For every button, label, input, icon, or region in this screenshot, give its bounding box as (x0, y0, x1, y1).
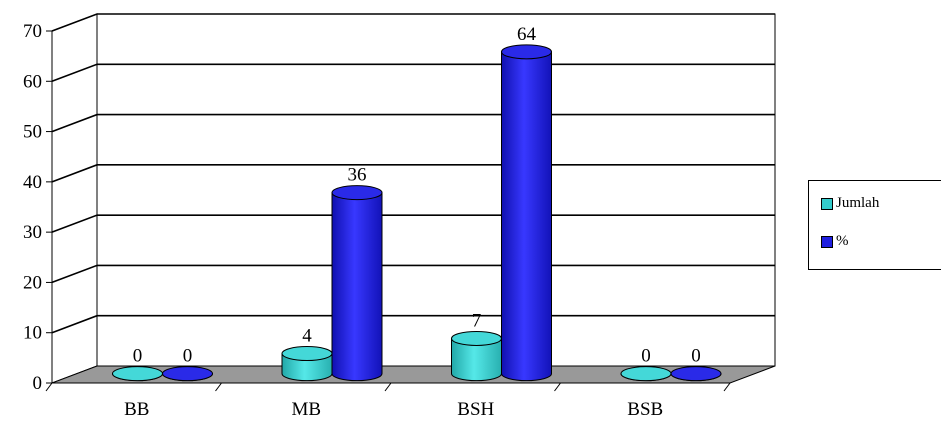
x-tick-mark (723, 382, 731, 392)
y-tick-label: 40 (23, 172, 42, 193)
legend-swatch-jumlah (821, 197, 833, 210)
legend-label-percent: % (836, 233, 849, 249)
bar-percent-bsb (670, 366, 722, 382)
legend-item-percent: % (821, 233, 849, 250)
bar-percent-bb (161, 366, 214, 382)
bar-top (670, 366, 722, 382)
y-tick-labels: 0 10 20 30 40 50 60 70 (23, 21, 42, 394)
data-labels: 0 0 4 36 7 64 0 0 (133, 24, 701, 367)
plot-floor (51, 365, 776, 384)
category-label: BSH (457, 399, 494, 420)
bar-top (281, 346, 333, 362)
x-tick-mark (384, 382, 392, 392)
y-tick-label: 10 (23, 323, 42, 344)
bar-top (112, 366, 163, 382)
data-label: 36 (348, 165, 367, 186)
bar-top (162, 366, 213, 382)
category-label: BSB (627, 399, 663, 420)
y-tick-label: 0 (33, 373, 43, 394)
bar-percent-bsh (501, 44, 552, 382)
category-label: BB (124, 399, 149, 420)
x-tick-mark (45, 382, 53, 392)
data-label: 64 (517, 24, 537, 45)
bar-top (620, 366, 672, 382)
side-wall (51, 13, 98, 384)
legend-swatch-percent (821, 235, 833, 248)
data-label: 4 (302, 326, 312, 347)
bar-percent-mb (331, 185, 383, 382)
x-tick-mark (554, 382, 561, 392)
data-label: 0 (183, 346, 193, 367)
data-label: 0 (133, 346, 143, 367)
data-label: 0 (691, 346, 701, 367)
bar-body (281, 353, 333, 382)
y-tick-label: 20 (23, 272, 42, 293)
bar-top (501, 44, 552, 60)
gridline (51, 13, 775, 32)
y-tick-label: 30 (23, 222, 42, 243)
y-axis (45, 30, 731, 392)
plot-walls (51, 13, 776, 384)
bar-jumlah-bsh (451, 330, 502, 382)
bar-body (331, 192, 383, 382)
category-labels: BB MB BSH BSB (124, 399, 663, 420)
bars (111, 44, 722, 382)
category-label: MB (291, 399, 321, 420)
x-tick-mark (215, 382, 222, 392)
bar-top (451, 330, 502, 346)
bar-jumlah-mb (281, 346, 333, 382)
legend-label-jumlah: Jumlah (836, 195, 880, 211)
data-label: 7 (472, 310, 482, 331)
y-tick-label: 70 (23, 21, 42, 42)
bar-jumlah-bsb (620, 366, 672, 382)
y-tick-label: 60 (23, 71, 42, 92)
bar-body (501, 51, 552, 382)
legend: Jumlah % (808, 180, 941, 270)
bar-jumlah-bb (111, 366, 164, 382)
floor-plane (51, 365, 776, 384)
data-label: 0 (641, 346, 651, 367)
y-tick-label: 50 (23, 122, 42, 143)
bar-body (451, 337, 502, 382)
back-wall (96, 13, 776, 367)
bar-top (331, 185, 383, 201)
legend-item-jumlah: Jumlah (821, 195, 879, 212)
